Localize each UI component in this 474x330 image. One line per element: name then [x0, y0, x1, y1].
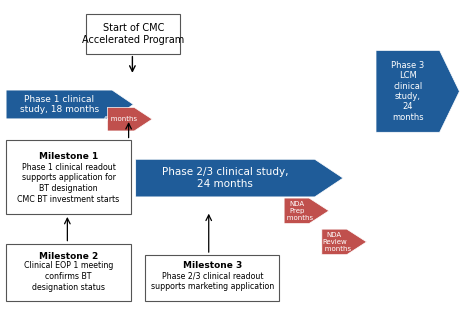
Text: Milestone 2: Milestone 2: [39, 252, 98, 261]
Text: Phase 2/3 clinical study,
24 months: Phase 2/3 clinical study, 24 months: [162, 167, 289, 189]
Text: Phase 1 clinical
study, 18 months: Phase 1 clinical study, 18 months: [19, 95, 99, 114]
Text: 6 months: 6 months: [104, 116, 137, 122]
FancyBboxPatch shape: [86, 15, 181, 54]
FancyBboxPatch shape: [6, 244, 131, 301]
Text: Phase 2/3 clinical readout
supports marketing application: Phase 2/3 clinical readout supports mark…: [151, 272, 274, 291]
Text: Clinical EOP 1 meeting
confirms BT
designation status: Clinical EOP 1 meeting confirms BT desig…: [24, 261, 113, 292]
Text: Start of CMC
Accelerated Program: Start of CMC Accelerated Program: [82, 23, 184, 45]
Text: Milestone 1: Milestone 1: [39, 152, 98, 161]
FancyBboxPatch shape: [145, 255, 279, 301]
Text: Milestone 3: Milestone 3: [182, 261, 242, 270]
Text: Phase 3
LCM
clinical
study,
24
months: Phase 3 LCM clinical study, 24 months: [391, 61, 424, 122]
Polygon shape: [322, 229, 366, 255]
Polygon shape: [376, 50, 459, 132]
Text: NDA
Review
6 months: NDA Review 6 months: [318, 232, 351, 252]
Polygon shape: [6, 90, 133, 119]
Polygon shape: [136, 159, 343, 197]
Polygon shape: [284, 198, 329, 223]
Text: NDA
Prep
6 months: NDA Prep 6 months: [280, 201, 313, 221]
FancyBboxPatch shape: [6, 141, 131, 214]
Polygon shape: [108, 107, 152, 131]
Text: Phase 1 clinical readout
supports application for
BT designation
CMC BT investme: Phase 1 clinical readout supports applic…: [18, 163, 119, 204]
